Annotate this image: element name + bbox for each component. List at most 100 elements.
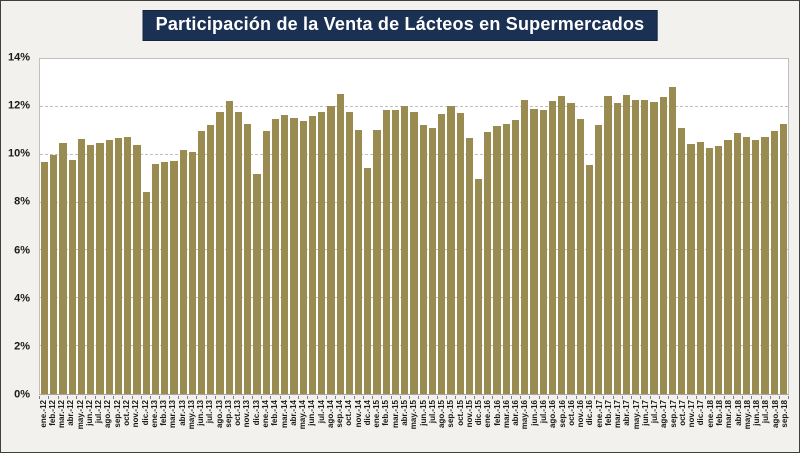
x-tick-label: mar.-17: [613, 400, 623, 429]
bar: [299, 121, 307, 394]
y-tick-label: 8%: [14, 195, 30, 208]
x-tick: [751, 396, 760, 399]
x-tick-label: sep.-15: [446, 400, 456, 428]
bar: [373, 129, 381, 394]
x-tick: [224, 396, 233, 399]
y-tick-label: 14%: [7, 51, 30, 64]
x-label-cell: ago.-13: [215, 400, 224, 429]
x-tick: [140, 396, 150, 399]
bar: [447, 105, 455, 394]
x-tick-label: ago.-16: [548, 400, 558, 429]
x-tick: [298, 396, 307, 399]
bar: [336, 93, 344, 394]
x-tick-label: oct.-16: [566, 400, 576, 426]
x-tick-label: sep.-14: [335, 400, 345, 428]
bar: [41, 161, 49, 394]
x-label-cell: may.-12: [76, 400, 85, 429]
x-tick-label: may.-12: [75, 400, 85, 430]
x-tick: [150, 396, 159, 399]
x-label-cell: ago.-18: [771, 400, 780, 429]
x-tick: [131, 396, 141, 399]
x-label-cell: nov.-12: [131, 400, 141, 429]
x-tick: [594, 396, 603, 399]
bar: [133, 145, 141, 394]
x-tick-label: ago.-15: [437, 400, 447, 429]
x-tick-label: feb.-16: [492, 400, 502, 426]
bar: [641, 99, 649, 394]
bar: [216, 111, 224, 394]
bar: [659, 97, 667, 394]
x-axis-labels: ene.-12 feb.-12 mar.-12 abr.-12 may.-12 jun.-…: [39, 400, 789, 429]
x-tick: [196, 396, 205, 399]
x-tick: [362, 396, 372, 399]
x-tick-label: ago.-14: [325, 400, 335, 429]
x-label-cell: sep.-17: [669, 400, 678, 429]
y-tick-label: 10%: [7, 147, 30, 160]
x-tick-label: may.-17: [631, 400, 641, 430]
x-tick-label: sep.-13: [223, 400, 233, 428]
x-tick: [473, 396, 483, 399]
bar: [650, 102, 658, 394]
x-tick-label: dic.-13: [251, 400, 261, 426]
x-label-cell: ene.-17: [595, 400, 604, 429]
x-tick: [270, 396, 279, 399]
x-tick: [335, 396, 344, 399]
x-label-cell: oct.-15: [456, 400, 465, 429]
x-tick-label: nov.-13: [242, 400, 252, 428]
x-tick-label: abr.-12: [66, 400, 76, 426]
x-label-cell: sep.-16: [558, 400, 567, 429]
bar: [207, 124, 215, 394]
x-tick-label: ago.-12: [103, 400, 113, 429]
bar: [622, 94, 630, 394]
x-tick-label: ene.-12: [38, 400, 48, 428]
x-tick-label: nov.-16: [576, 400, 586, 428]
y-tick-label: 4%: [14, 292, 30, 305]
x-tick: [714, 396, 723, 399]
bar: [705, 147, 714, 394]
bar: [770, 130, 778, 394]
x-tick: [48, 396, 57, 399]
x-axis: ene.-12 feb.-12 mar.-12 abr.-12 may.-12 jun.-…: [39, 396, 789, 429]
x-tick: [436, 396, 446, 399]
x-tick-label: jul.-14: [316, 400, 326, 424]
bar: [438, 114, 446, 394]
bar: [465, 137, 474, 394]
x-tick-label: jun.-17: [640, 400, 650, 426]
y-tick-label: 0%: [14, 388, 30, 401]
x-label-cell: jul.-14: [317, 400, 326, 429]
bar: [244, 123, 252, 394]
bar: [234, 111, 243, 394]
x-tick: [612, 396, 622, 399]
bar: [253, 173, 261, 394]
x-tick: [584, 396, 594, 399]
x-label-cell: ago.-17: [659, 400, 669, 429]
chart-title: Participación de la Venta de Lácteos en …: [142, 10, 658, 41]
bar: [502, 123, 510, 394]
bar: [530, 109, 538, 394]
x-label-cell: dic.-16: [585, 400, 595, 429]
bar: [567, 103, 575, 394]
x-label-cell: sep.-15: [446, 400, 456, 429]
bar: [170, 160, 178, 394]
x-tick-label: mar.-15: [390, 400, 400, 429]
bar: [595, 124, 603, 394]
x-tick: [409, 396, 418, 399]
x-label-cell: ene.-12: [39, 400, 48, 429]
x-tick-label: abr.-16: [511, 400, 521, 426]
bar: [687, 143, 695, 394]
bar: [142, 191, 150, 394]
bar: [696, 141, 704, 394]
bar: [59, 142, 67, 394]
bar: [345, 111, 353, 394]
x-tick: [677, 396, 686, 399]
x-tick-label: ene.-14: [261, 400, 270, 428]
x-tick-label: ene.-18: [705, 400, 715, 428]
bar: [50, 154, 58, 394]
x-tick: [621, 396, 631, 399]
x-tick: [103, 396, 113, 399]
x-tick: [631, 396, 640, 399]
x-label-cell: dic.-17: [696, 400, 706, 429]
bar: [678, 128, 686, 394]
x-tick-label: abr.-18: [733, 400, 743, 426]
x-label-cell: abr.-18: [734, 400, 743, 429]
